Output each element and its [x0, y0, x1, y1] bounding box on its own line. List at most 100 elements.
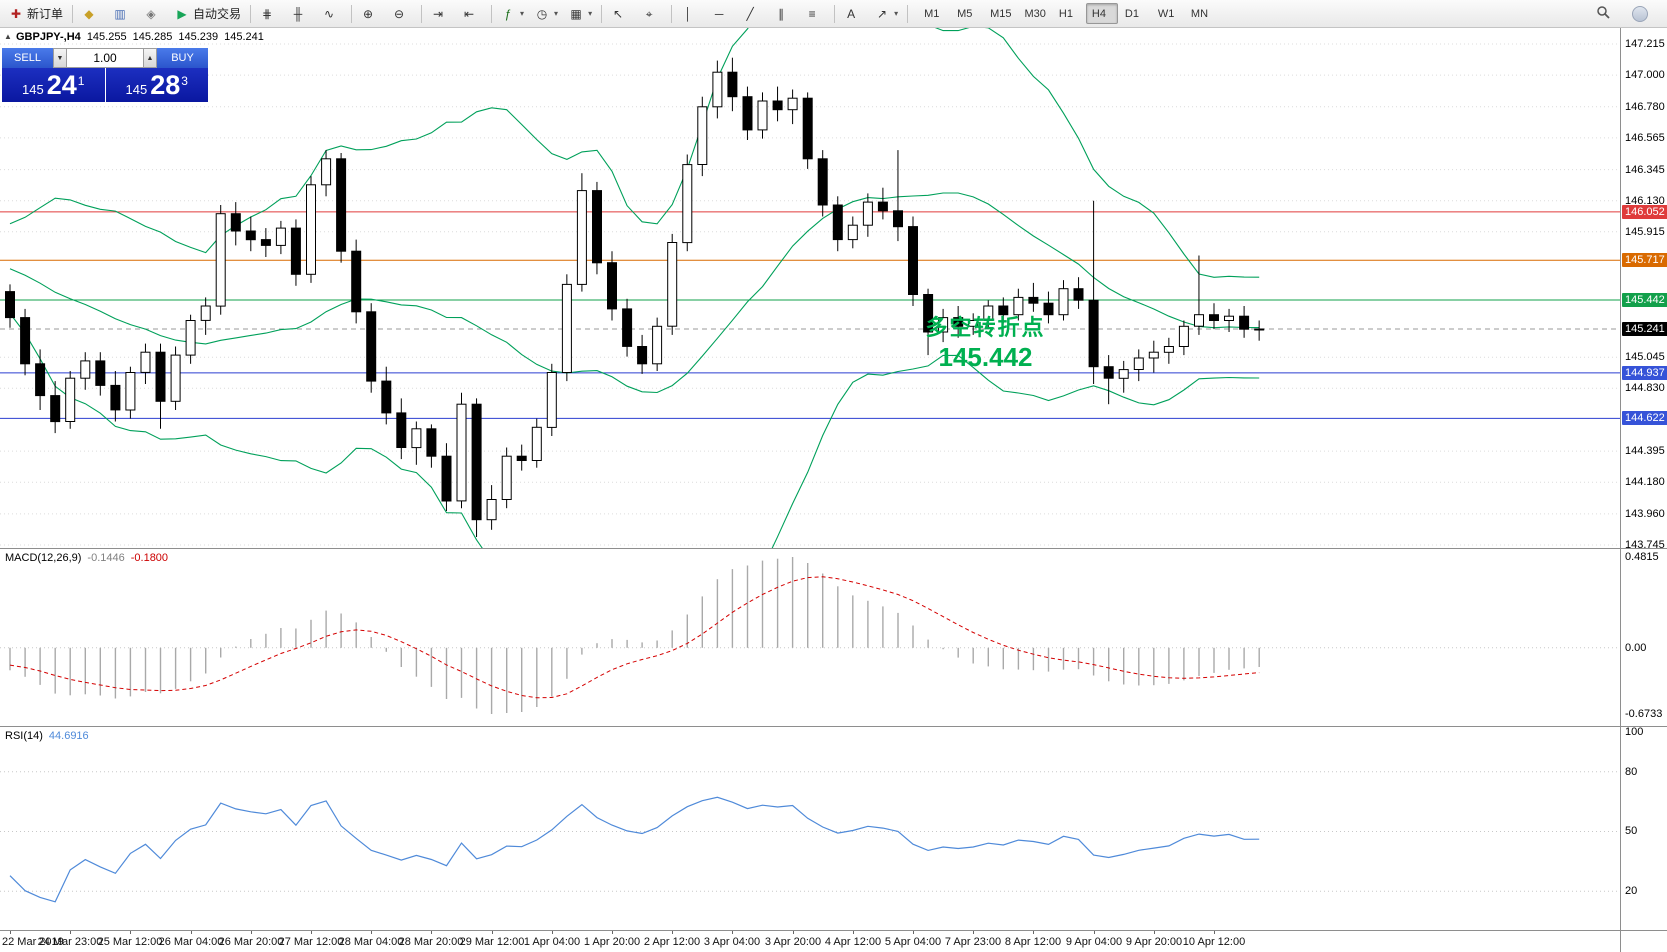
time-axis-label: 4 Apr 12:00: [824, 936, 882, 948]
periods-button[interactable]: ◷ ▾: [530, 2, 563, 26]
price-axis-tag: 144.622: [1622, 411, 1667, 425]
macd-axis[interactable]: 0.4815 0.00 -0.6733: [1620, 549, 1667, 726]
rsi-canvas[interactable]: [0, 727, 1621, 930]
auto-scroll-icon: ⇥: [433, 6, 444, 21]
candlestick-chart-type-button[interactable]: ╫: [286, 2, 316, 26]
time-axis-tick: [371, 931, 372, 934]
timeframe-mn-button[interactable]: MN: [1190, 7, 1209, 20]
one-click-trading-panel: SELL ▼ ▲ BUY 145 24 1 145 28 3: [2, 48, 208, 102]
rsi-label: RSI(14): [5, 730, 43, 742]
sell-price-button[interactable]: 145 24 1: [2, 68, 105, 102]
profiles-icon: ◆: [84, 6, 94, 21]
new-order-icon: ✚: [10, 6, 22, 21]
chart-shift-button[interactable]: ⇤: [457, 2, 487, 26]
price-axis-label: 144.395: [1625, 445, 1665, 457]
line-chart-icon: ∿: [324, 6, 335, 21]
price-chart-panel: ▲ GBPJPY-,H4 145.255 145.285 145.239 145…: [0, 28, 1667, 548]
zoom-in-button[interactable]: ⊕: [356, 2, 386, 26]
time-axis-label: 25 Mar 12:00: [97, 936, 163, 948]
time-axis-tick: [1033, 931, 1034, 934]
dropdown-caret-icon: ▾: [554, 9, 559, 18]
time-axis-label: 26 Mar 04:00: [158, 936, 224, 948]
timeframe-m1-button[interactable]: M1: [924, 7, 940, 20]
search-button[interactable]: [1591, 2, 1621, 26]
time-axis-label: 1 Apr 20:00: [583, 936, 641, 948]
time-axis-tick: [913, 931, 914, 934]
dropdown-caret-icon: ▾: [588, 9, 593, 18]
market-watch-button[interactable]: ▥: [108, 2, 138, 26]
search-icon: [1596, 5, 1610, 22]
timeframe-m30-button[interactable]: M30: [1024, 7, 1046, 20]
price-axis-label: 146.345: [1625, 164, 1665, 176]
fibonacci-button[interactable]: ≡: [800, 2, 830, 26]
timeframe-m15-button[interactable]: M15: [990, 7, 1012, 20]
line-chart-type-button[interactable]: ∿: [317, 2, 347, 26]
time-axis-tick: [612, 931, 613, 934]
time-axis-label: 3 Apr 04:00: [703, 936, 761, 948]
rsi-axis-label: 20: [1625, 885, 1638, 897]
timeframe-d1-button[interactable]: D1: [1124, 7, 1139, 20]
toolbar-separator: [421, 4, 423, 23]
templates-button[interactable]: ▦ ▾: [564, 2, 597, 26]
vertical-line-button[interactable]: │: [676, 2, 706, 26]
horizontal-line-button[interactable]: ─: [707, 2, 737, 26]
time-axis-tick: [130, 931, 131, 934]
toolbar-right-icons: [1591, 2, 1663, 26]
time-axis-tick: [793, 931, 794, 934]
toolbar-separator: [351, 4, 353, 23]
price-chart-canvas[interactable]: [0, 28, 1621, 548]
price-axis-tag: 145.442: [1622, 293, 1667, 307]
timeframe-w1-button[interactable]: W1: [1157, 7, 1175, 20]
buy-price-pips: 28: [150, 70, 181, 100]
template-grid-icon: ▦: [570, 6, 582, 21]
sell-button[interactable]: SELL: [2, 48, 53, 68]
price-axis-tag: 144.937: [1622, 366, 1667, 380]
arrow-objects-button[interactable]: ↗ ▾: [870, 2, 903, 26]
volume-input[interactable]: [67, 48, 143, 68]
new-order-button[interactable]: ✚ 新订单: [4, 2, 68, 26]
macd-axis-label: 0.00: [1625, 642, 1647, 654]
toolbar-separator: [491, 4, 493, 23]
community-button[interactable]: [1627, 2, 1657, 26]
low-value: 145.239: [178, 31, 219, 43]
data-window-button[interactable]: ◈: [139, 2, 169, 26]
crosshair-button[interactable]: ⌖: [637, 2, 667, 26]
time-axis-tick: [191, 931, 192, 934]
fibonacci-icon: ≡: [808, 6, 816, 21]
toolbar-separator: [907, 4, 909, 23]
buy-button[interactable]: BUY: [157, 48, 208, 68]
volume-increase-button[interactable]: ▲: [143, 48, 157, 68]
indicators-button[interactable]: ƒ ▾: [496, 2, 529, 26]
buy-price-fraction: 3: [181, 74, 188, 88]
channel-button[interactable]: ∥: [769, 2, 799, 26]
timeframe-h1-button[interactable]: H1: [1058, 7, 1073, 20]
sell-price-pips: 24: [46, 70, 77, 100]
buy-price-button[interactable]: 145 28 3: [105, 68, 208, 102]
macd-canvas[interactable]: [0, 549, 1621, 726]
zoom-in-icon: ⊕: [363, 6, 374, 21]
one-click-collapse-button[interactable]: ▲: [4, 32, 12, 41]
trendline-button[interactable]: ╱: [738, 2, 768, 26]
rsi-axis[interactable]: 100 80 50 20: [1620, 727, 1667, 930]
volume-decrease-button[interactable]: ▼: [53, 48, 67, 68]
autotrading-button[interactable]: ▶ 自动交易: [170, 2, 246, 26]
timeframe-m5-button[interactable]: M5: [957, 7, 973, 20]
chart-annotation[interactable]: 多空转折点 145.442: [878, 310, 1093, 373]
dropdown-caret-icon: ▾: [894, 9, 899, 18]
rsi-axis-label: 100: [1625, 726, 1644, 738]
time-axis[interactable]: 22 Mar 2019 24 Mar 23:00 25 Mar 12:00 26 Ma…: [0, 930, 1667, 952]
bar-chart-type-button[interactable]: ⋕: [255, 2, 285, 26]
time-axis-tick: [1094, 931, 1095, 934]
price-axis-label: 147.000: [1625, 69, 1665, 81]
price-axis-label: 144.830: [1625, 382, 1665, 394]
macd-header: MACD(12,26,9) -0.1446 -0.1800: [5, 552, 168, 564]
profiles-button[interactable]: ◆: [77, 2, 107, 26]
price-axis[interactable]: 147.215 147.000 146.780 146.565 146.345 146.1…: [1620, 28, 1667, 548]
zoom-out-button[interactable]: ⊖: [387, 2, 417, 26]
time-axis-label: 28 Mar 04:00: [338, 936, 404, 948]
timeframe-h4-button[interactable]: H4: [1085, 3, 1118, 24]
text-label-button[interactable]: A: [839, 2, 869, 26]
auto-scroll-button[interactable]: ⇥: [426, 2, 456, 26]
cursor-button[interactable]: ↖: [606, 2, 636, 26]
price-axis-label: 146.780: [1625, 101, 1665, 113]
